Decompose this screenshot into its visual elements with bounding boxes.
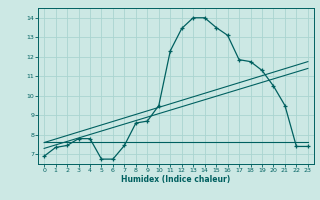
X-axis label: Humidex (Indice chaleur): Humidex (Indice chaleur) xyxy=(121,175,231,184)
